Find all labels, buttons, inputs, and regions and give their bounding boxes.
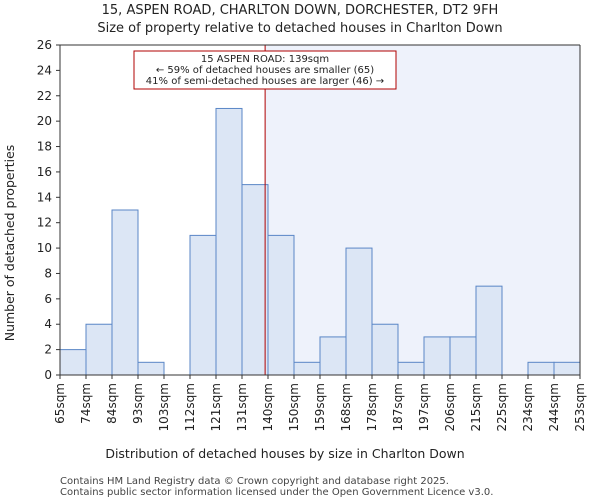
bar-159sqm [319, 336, 347, 376]
x-tick-label-93sqm: 93sqm [131, 383, 145, 424]
bar-206sqm [449, 336, 477, 376]
y-tick-label-2: 2 [44, 343, 52, 357]
annotation-box [133, 50, 397, 90]
x-tick-label-131sqm: 131sqm [235, 383, 249, 431]
x-tick-label-74sqm: 74sqm [79, 383, 93, 424]
chart-title: 15, ASPEN ROAD, CHARLTON DOWN, DORCHESTE… [102, 3, 499, 18]
bar-197sqm [423, 336, 451, 376]
y-tick-label-16: 16 [37, 165, 52, 179]
x-tick-label-84sqm: 84sqm [105, 383, 119, 424]
x-tick-label-140sqm: 140sqm [261, 383, 275, 431]
chart-subtitle: Size of property relative to detached ho… [97, 21, 502, 36]
x-tick-label-215sqm: 215sqm [469, 383, 483, 431]
x-tick-label-234sqm: 234sqm [521, 383, 535, 431]
y-tick-label-20: 20 [37, 114, 52, 128]
annotation-line-2: ← 59% of detached houses are smaller (65… [156, 65, 374, 76]
y-tick-label-26: 26 [37, 38, 52, 52]
x-tick-label-253sqm: 253sqm [573, 383, 587, 431]
x-tick-label-150sqm: 150sqm [287, 383, 301, 431]
x-tick-label-197sqm: 197sqm [417, 383, 431, 431]
y-axis-label: Number of detached properties [2, 145, 17, 342]
bar-121sqm [215, 107, 243, 376]
larger-region-shade [265, 45, 580, 375]
y-tick-label-14: 14 [37, 190, 52, 204]
bar-112sqm [189, 234, 217, 376]
annotation-line-3: 41% of semi-detached houses are larger (… [146, 76, 384, 87]
footer-copyright: Contains HM Land Registry data © Crown c… [60, 476, 449, 487]
x-tick-label-65sqm: 65sqm [53, 383, 67, 424]
bar-244sqm [553, 361, 581, 376]
y-tick-label-12: 12 [37, 216, 52, 230]
x-tick-label-225sqm: 225sqm [495, 383, 509, 431]
x-tick-label-244sqm: 244sqm [547, 383, 561, 431]
y-tick-label-10: 10 [37, 241, 52, 255]
bar-187sqm [397, 361, 425, 376]
plot-area: 15 ASPEN ROAD: 139sqm← 59% of detached h… [37, 38, 587, 431]
x-tick-label-103sqm: 103sqm [157, 383, 171, 431]
y-tick-label-8: 8 [44, 266, 52, 280]
bar-140sqm [267, 234, 295, 376]
bar-84sqm [111, 209, 139, 376]
bar-178sqm [371, 323, 399, 376]
bar-93sqm [137, 361, 165, 376]
x-axis-label: Distribution of detached houses by size … [105, 446, 464, 461]
y-tick-label-18: 18 [37, 140, 52, 154]
y-tick-label-22: 22 [37, 89, 52, 103]
x-tick-label-112sqm: 112sqm [183, 383, 197, 431]
bar-234sqm [527, 361, 555, 376]
x-tick-label-159sqm: 159sqm [313, 383, 327, 431]
x-tick-label-121sqm: 121sqm [209, 383, 223, 431]
y-tick-label-6: 6 [44, 292, 52, 306]
bar-65sqm [59, 349, 87, 376]
x-tick-label-178sqm: 178sqm [365, 383, 379, 431]
x-tick-label-168sqm: 168sqm [339, 383, 353, 431]
annotation-line-1: 15 ASPEN ROAD: 139sqm [201, 54, 329, 65]
y-tick-label-4: 4 [44, 317, 52, 331]
bar-74sqm [85, 323, 113, 376]
x-tick-label-206sqm: 206sqm [443, 383, 457, 431]
x-tick-label-187sqm: 187sqm [391, 383, 405, 431]
y-tick-label-24: 24 [37, 63, 52, 77]
y-tick-label-0: 0 [44, 368, 52, 382]
footer-licence: Contains public sector information licen… [60, 487, 493, 498]
bar-131sqm [241, 184, 269, 376]
bar-150sqm [293, 361, 321, 376]
bar-168sqm [345, 247, 373, 376]
bar-215sqm [475, 285, 503, 376]
